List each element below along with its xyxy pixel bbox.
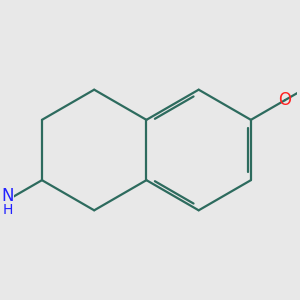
Text: N: N bbox=[2, 187, 14, 205]
Text: O: O bbox=[278, 91, 291, 109]
Text: H: H bbox=[3, 203, 13, 217]
